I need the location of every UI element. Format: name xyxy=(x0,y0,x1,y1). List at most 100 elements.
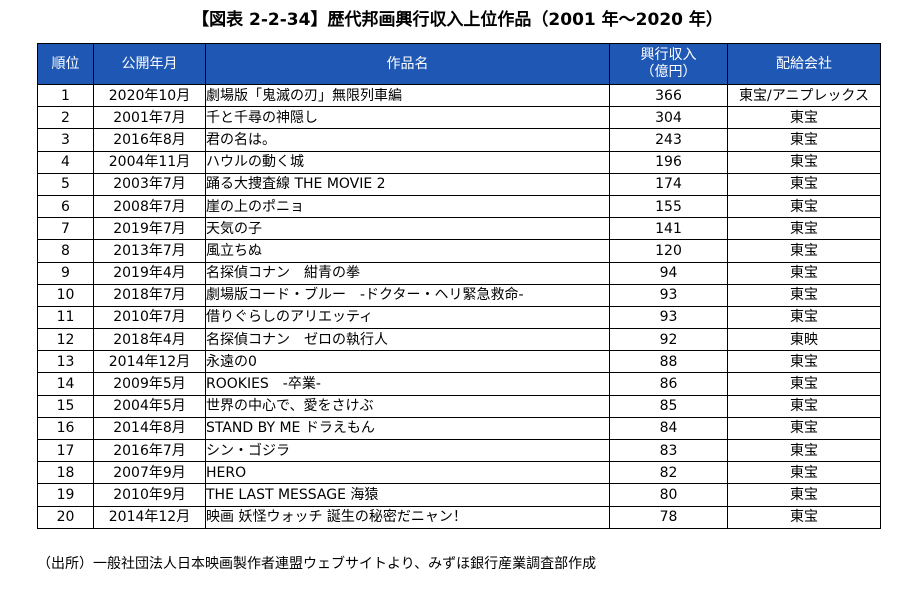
cell-title: 映画 妖怪ウォッチ 誕生の秘密だニャン！ xyxy=(205,505,610,529)
header-revenue-line2: （億円） xyxy=(640,64,697,80)
cell-title: 世界の中心で、愛をさけぶ xyxy=(205,394,610,418)
table-row: 2 2001年7月 千と千尋の神隠し 304 東宝 xyxy=(37,106,881,130)
cell-distributor: 東宝 xyxy=(727,350,881,374)
cell-rank: 15 xyxy=(37,394,94,418)
cell-release: 2008年7月 xyxy=(93,194,206,219)
table-row: 6 2008年7月 崖の上のポニョ 155 東宝 xyxy=(37,194,881,219)
table-row: 13 2014年12月 永遠の0 88 東宝 xyxy=(37,350,881,374)
cell-title: 天気の子 xyxy=(205,217,610,241)
table-row: 7 2019年7月 天気の子 141 東宝 xyxy=(37,217,881,241)
cell-title: 風立ちぬ xyxy=(205,239,610,263)
cell-rank: 4 xyxy=(37,150,94,174)
cell-rank: 10 xyxy=(37,283,94,307)
cell-title: HERO xyxy=(205,461,610,485)
cell-rank: 3 xyxy=(37,128,94,152)
table-row: 9 2019年4月 名探偵コナン 紺青の拳 94 東宝 xyxy=(37,261,881,285)
cell-revenue: 80 xyxy=(609,483,728,507)
cell-title: 名探偵コナン 紺青の拳 xyxy=(205,261,610,285)
cell-rank: 5 xyxy=(37,172,94,196)
cell-distributor: 東宝 xyxy=(727,217,881,241)
cell-distributor: 東宝 xyxy=(727,261,881,285)
cell-release: 2018年7月 xyxy=(93,283,206,307)
cell-distributor: 東宝 xyxy=(727,505,881,529)
cell-release: 2004年5月 xyxy=(93,394,206,418)
cell-title: 劇場版「鬼滅の刃」無限列車編 xyxy=(205,83,610,108)
cell-release: 2020年10月 xyxy=(93,83,206,108)
cell-title: 踊る大捜査線 THE MOVIE 2 xyxy=(205,172,610,196)
cell-revenue: 155 xyxy=(609,194,728,219)
cell-title: STAND BY ME ドラえもん xyxy=(205,416,610,441)
cell-revenue: 366 xyxy=(609,83,728,108)
cell-revenue: 88 xyxy=(609,350,728,374)
cell-distributor: 東宝 xyxy=(727,172,881,196)
cell-rank: 9 xyxy=(37,261,94,285)
cell-revenue: 86 xyxy=(609,372,728,396)
cell-title: THE LAST MESSAGE 海猿 xyxy=(205,483,610,507)
cell-distributor: 東宝 xyxy=(727,106,881,130)
cell-revenue: 82 xyxy=(609,461,728,485)
cell-rank: 16 xyxy=(37,416,94,441)
cell-revenue: 78 xyxy=(609,505,728,529)
cell-rank: 18 xyxy=(37,461,94,485)
table-row: 15 2004年5月 世界の中心で、愛をさけぶ 85 東宝 xyxy=(37,394,881,418)
table-row: 12 2018年4月 名探偵コナン ゼロの執行人 92 東映 xyxy=(37,328,881,352)
cell-title: ハウルの動く城 xyxy=(205,150,610,174)
table-row: 10 2018年7月 劇場版コード・ブルー -ドクター・ヘリ緊急救命- 93 東宝 xyxy=(37,283,881,307)
cell-release: 2014年12月 xyxy=(93,505,206,529)
cell-release: 2013年7月 xyxy=(93,239,206,263)
cell-revenue: 83 xyxy=(609,438,728,463)
cell-distributor: 東宝 xyxy=(727,239,881,263)
table-row: 18 2007年9月 HERO 82 東宝 xyxy=(37,461,881,485)
cell-title: 永遠の0 xyxy=(205,350,610,374)
cell-rank: 7 xyxy=(37,217,94,241)
table-row: 8 2013年7月 風立ちぬ 120 東宝 xyxy=(37,239,881,263)
table-row: 16 2014年8月 STAND BY ME ドラえもん 84 東宝 xyxy=(37,416,881,441)
table-row: 19 2010年9月 THE LAST MESSAGE 海猿 80 東宝 xyxy=(37,483,881,507)
cell-revenue: 92 xyxy=(609,328,728,352)
cell-distributor: 東宝/アニプレックス xyxy=(727,83,881,108)
cell-revenue: 94 xyxy=(609,261,728,285)
cell-title: 崖の上のポニョ xyxy=(205,194,610,219)
cell-revenue: 196 xyxy=(609,150,728,174)
cell-distributor: 東宝 xyxy=(727,416,881,441)
table-row: 20 2014年12月 映画 妖怪ウォッチ 誕生の秘密だニャン！ 78 東宝 xyxy=(37,505,881,529)
cell-release: 2018年4月 xyxy=(93,328,206,352)
cell-release: 2010年7月 xyxy=(93,305,206,330)
cell-distributor: 東宝 xyxy=(727,438,881,463)
cell-revenue: 93 xyxy=(609,283,728,307)
cell-release: 2001年7月 xyxy=(93,106,206,130)
document-title: 【図表 2-2-34】歴代邦画興行収入上位作品（2001 年～2020 年） xyxy=(192,10,723,30)
cell-release: 2010年9月 xyxy=(93,483,206,507)
cell-distributor: 東宝 xyxy=(727,283,881,307)
cell-revenue: 141 xyxy=(609,217,728,241)
cell-release: 2016年7月 xyxy=(93,438,206,463)
table-row: 5 2003年7月 踊る大捜査線 THE MOVIE 2 174 東宝 xyxy=(37,172,881,196)
table-row: 11 2010年7月 借りぐらしのアリエッティ 93 東宝 xyxy=(37,305,881,330)
cell-distributor: 東宝 xyxy=(727,461,881,485)
table-row: 4 2004年11月 ハウルの動く城 196 東宝 xyxy=(37,150,881,174)
table-row: 14 2009年5月 ROOKIES -卒業- 86 東宝 xyxy=(37,372,881,396)
cell-release: 2009年5月 xyxy=(93,372,206,396)
cell-distributor: 東宝 xyxy=(727,394,881,418)
table-body: 1 2020年10月 劇場版「鬼滅の刃」無限列車編 366 東宝/アニプレックス 2 200… xyxy=(37,83,881,529)
cell-revenue: 84 xyxy=(609,416,728,441)
table-row: 17 2016年7月 シン・ゴジラ 83 東宝 xyxy=(37,438,881,463)
box-office-table: 順位 公開年月 作品名 興行収入 （億円） 配給会社 1 2020年10月 劇場版「… xyxy=(37,43,881,529)
cell-distributor: 東映 xyxy=(727,328,881,352)
cell-rank: 6 xyxy=(37,194,94,219)
header-distributor: 配給会社 xyxy=(727,43,881,85)
cell-release: 2019年4月 xyxy=(93,261,206,285)
cell-rank: 11 xyxy=(37,305,94,330)
cell-rank: 1 xyxy=(37,83,94,108)
cell-distributor: 東宝 xyxy=(727,194,881,219)
cell-rank: 20 xyxy=(37,505,94,529)
header-revenue: 興行収入 （億円） xyxy=(609,43,728,85)
cell-rank: 17 xyxy=(37,438,94,463)
cell-revenue: 174 xyxy=(609,172,728,196)
cell-distributor: 東宝 xyxy=(727,150,881,174)
cell-rank: 14 xyxy=(37,372,94,396)
cell-distributor: 東宝 xyxy=(727,305,881,330)
cell-rank: 2 xyxy=(37,106,94,130)
cell-rank: 12 xyxy=(37,328,94,352)
cell-release: 2004年11月 xyxy=(93,150,206,174)
